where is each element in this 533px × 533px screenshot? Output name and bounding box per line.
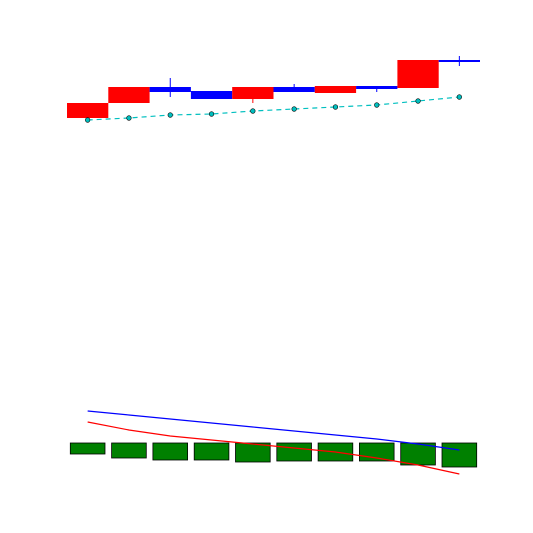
candle-body [356,86,398,89]
bar [441,442,478,468]
marker [126,115,132,121]
marker [85,117,91,123]
bar [235,442,271,463]
marker [291,106,297,112]
marker [208,111,215,117]
candle-body [149,87,191,92]
bar [69,442,106,455]
candle-body [232,87,274,99]
marker [374,102,380,108]
candle-body [397,60,439,88]
candle-body [190,91,233,99]
marker [250,108,256,114]
candle-body [108,87,150,103]
bar [276,442,312,462]
candle-body [273,87,315,92]
marker [456,94,462,100]
bar [193,442,230,461]
marker [415,98,421,104]
candle-body [314,86,357,93]
line [87,410,460,451]
line [87,96,460,121]
bar [152,442,188,461]
marker [332,104,339,110]
candle-body [67,103,109,118]
bar [111,442,147,459]
candle-body [438,60,480,62]
marker [167,112,173,118]
line [87,421,460,475]
